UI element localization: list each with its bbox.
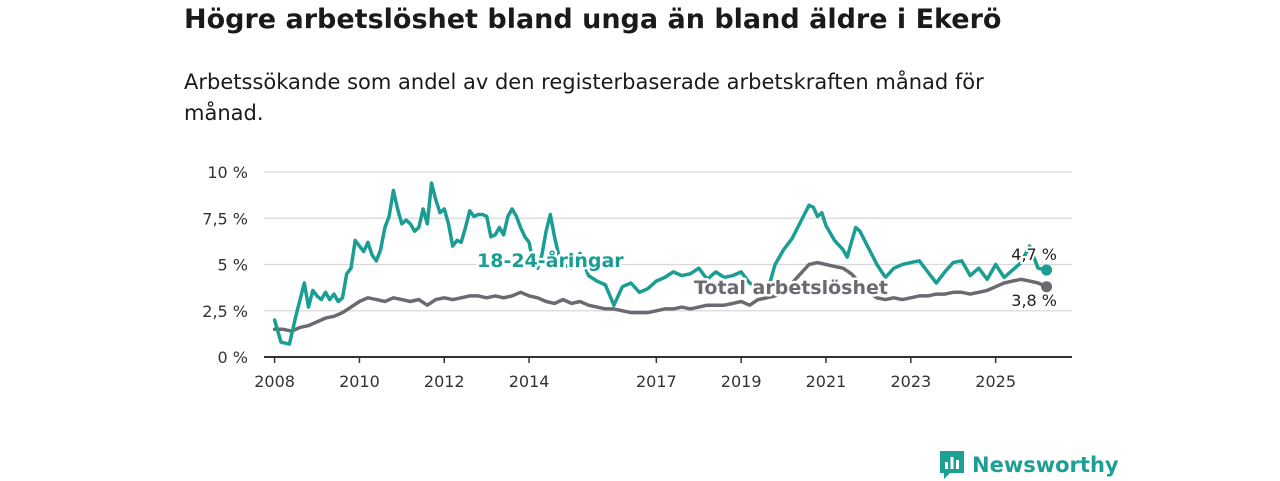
y-tick-label: 7,5 %	[202, 209, 248, 228]
x-axis: 2008 2010 2012 2014 2017 2019 2021 2023 2025	[254, 356, 1072, 391]
y-tick-label: 10 %	[207, 163, 248, 182]
end-value-label-youth: 4,7 %	[1011, 245, 1057, 264]
gridlines	[264, 171, 1072, 312]
x-tick-label: 2012	[424, 372, 465, 391]
series-lines	[272, 181, 1053, 346]
y-axis-ticks: 0 % 2,5 % 5 % 7,5 % 10 %	[202, 163, 248, 367]
brand-name: Newsworthy	[972, 453, 1119, 477]
x-tick-label: 2014	[509, 372, 550, 391]
x-tick-label: 2025	[975, 372, 1016, 391]
chart-subtitle: Arbetssökande som andel av den registerb…	[184, 70, 984, 125]
x-tick-label: 2017	[636, 372, 677, 391]
series-line-youth	[272, 181, 1049, 346]
newsworthy-icon	[940, 451, 964, 479]
chart-title: Högre arbetslöshet bland unga än bland ä…	[184, 4, 1002, 35]
series-line-total	[272, 260, 1049, 333]
x-tick-label: 2021	[806, 372, 847, 391]
newsworthy-logo[interactable]: Newsworthy	[938, 449, 1119, 481]
y-tick-label: 5 %	[218, 256, 248, 275]
x-tick-label: 2023	[890, 372, 931, 391]
series-label-youth: 18-24-åringar	[477, 248, 624, 272]
end-value-label-total: 3,8 %	[1011, 291, 1057, 310]
x-tick-label: 2010	[339, 372, 380, 391]
end-point-youth	[1041, 264, 1053, 276]
end-point-total	[1041, 281, 1053, 293]
x-tick-label: 2008	[254, 372, 295, 391]
y-tick-label: 2,5 %	[202, 302, 248, 321]
x-tick-label: 2019	[721, 372, 762, 391]
y-tick-label: 0 %	[218, 348, 248, 367]
series-labels: 4,7 % 3,8 % 18-24-åringar Total arbetslöshe…	[475, 243, 1060, 312]
series-label-total: Total arbetslöshet	[694, 277, 888, 299]
